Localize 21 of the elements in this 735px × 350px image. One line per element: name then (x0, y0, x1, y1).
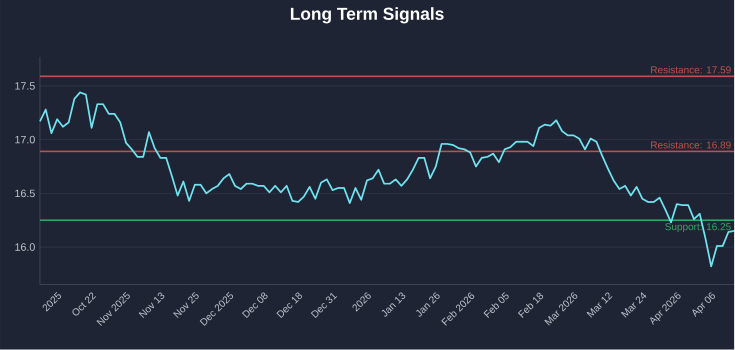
x-tick-label: Feb 18 (518, 292, 544, 318)
ref-line-label: Support: 16.25 (665, 223, 731, 232)
x-tick-label: Mar 12 (586, 292, 612, 318)
x-tick-label: Feb 05 (484, 292, 509, 318)
x-tick-label: Dec 18 (276, 292, 302, 318)
y-tick-label: 17.5 (15, 82, 35, 90)
chart-title: Long Term Signals (290, 7, 444, 24)
x-tick-label: Oct 22 (72, 292, 96, 316)
ref-line-label: Resistance: 17.59 (651, 66, 731, 74)
x-tick-label: Dec 31 (310, 293, 338, 318)
y-tick-label: 16.5 (15, 190, 35, 198)
x-tick-label: Nov 13 (138, 292, 164, 318)
x-tick-label: Apr 06 (692, 292, 715, 318)
x-tick-label: Jan 26 (416, 292, 440, 317)
y-tick-label: 16.0 (15, 243, 35, 252)
x-tick-label: Jan 13 (382, 292, 406, 317)
y-tick-label: 17.0 (15, 136, 35, 144)
ref-line-label: Resistance: 16.89 (651, 141, 731, 149)
x-tick-label: Mar 24 (621, 292, 646, 318)
x-tick-label: Nov 25 (173, 292, 199, 318)
x-tick-label: Dec 08 (242, 292, 268, 318)
